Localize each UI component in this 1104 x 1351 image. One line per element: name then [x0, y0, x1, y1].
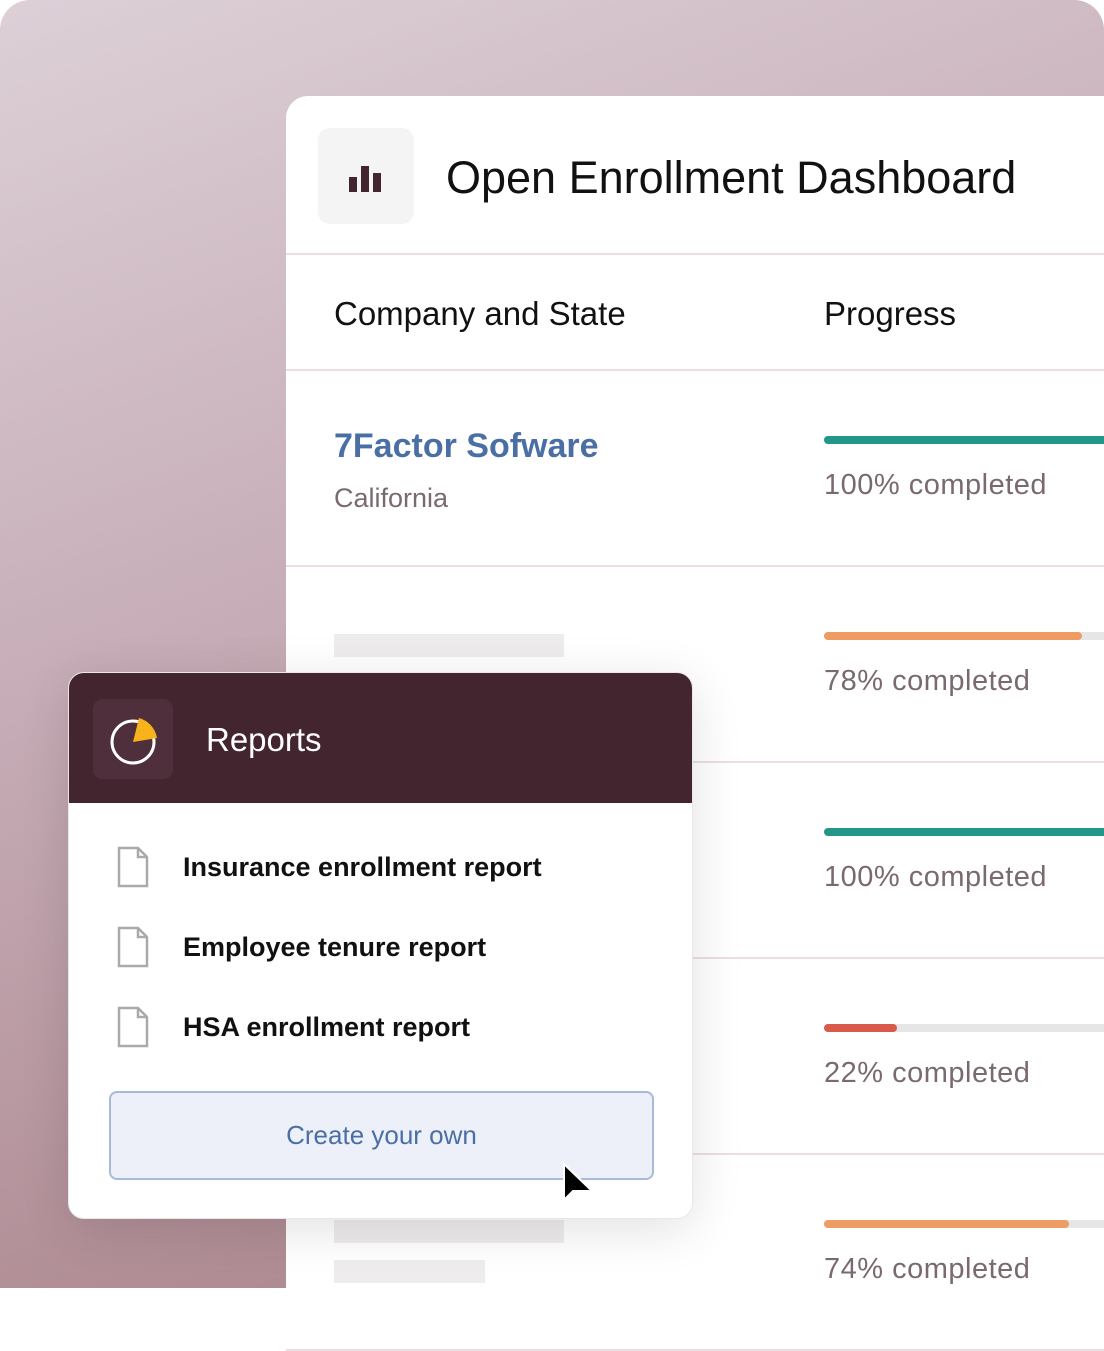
- progress-bar: [824, 436, 1104, 444]
- report-label: HSA enrollment report: [183, 1011, 471, 1042]
- placeholder-bar: [334, 1220, 564, 1243]
- table-row: 22% completed: [286, 959, 1104, 1155]
- reports-popover: Reports Insurance enrollment report Emplo…: [68, 672, 693, 1219]
- progress-bar: [824, 1220, 1104, 1228]
- progress-label: 22% completed: [824, 1057, 1031, 1089]
- company-state: California: [334, 483, 449, 513]
- table-row: 78% completed: [286, 567, 1104, 763]
- progress-label: 78% completed: [824, 665, 1031, 697]
- reports-header: Reports: [69, 673, 692, 803]
- report-item[interactable]: HSA enrollment report: [117, 1005, 470, 1049]
- report-label: Insurance enrollment report: [183, 851, 542, 882]
- column-progress: Progress: [824, 295, 957, 332]
- progress-bar: [824, 828, 1104, 836]
- report-item[interactable]: Insurance enrollment report: [117, 845, 542, 889]
- placeholder-bar: [334, 1260, 485, 1283]
- page-title: Open Enrollment Dashboard: [446, 152, 1017, 203]
- pie-clock-icon: [93, 699, 173, 779]
- cursor-icon: [563, 1162, 595, 1203]
- progress-bar: [824, 1024, 1104, 1032]
- report-label: Employee tenure report: [183, 931, 487, 962]
- progress-label: 100% completed: [824, 469, 1048, 501]
- progress-bar: [824, 632, 1104, 640]
- document-icon: [117, 926, 149, 968]
- progress-label: 74% completed: [824, 1253, 1031, 1285]
- progress-label: 100% completed: [824, 861, 1048, 893]
- bar-chart-icon: [318, 128, 414, 224]
- report-item[interactable]: Employee tenure report: [117, 925, 486, 969]
- table-row: 7Factor Sofware California 100% completed: [286, 371, 1104, 567]
- placeholder-bar: [334, 634, 564, 657]
- table-header: Company and State Progress: [286, 255, 1104, 371]
- table-row: 100% completed: [286, 763, 1104, 959]
- company-link[interactable]: 7Factor Sofware: [334, 427, 599, 465]
- document-icon: [117, 1006, 149, 1048]
- reports-title: Reports: [206, 721, 322, 758]
- dashboard-header: Open Enrollment Dashboard: [286, 96, 1104, 255]
- column-company: Company and State: [334, 295, 626, 332]
- document-icon: [117, 846, 149, 888]
